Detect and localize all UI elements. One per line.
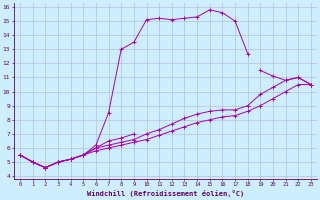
- X-axis label: Windchill (Refroidissement éolien,°C): Windchill (Refroidissement éolien,°C): [87, 190, 244, 197]
